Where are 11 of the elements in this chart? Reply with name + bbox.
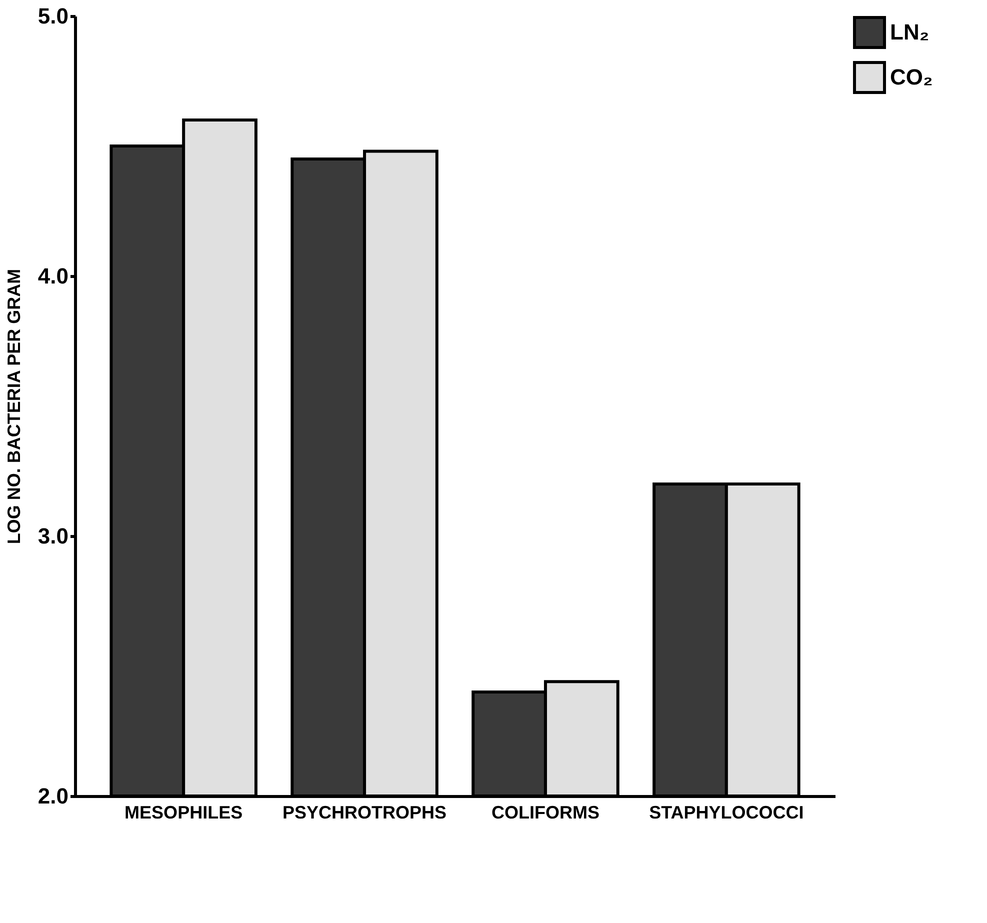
x-tick-label: MESOPHILES bbox=[124, 802, 243, 822]
x-tick-label: COLIFORMS bbox=[491, 802, 600, 822]
y-tick-label: 5.0 bbox=[38, 4, 68, 28]
y-tick-label: 3.0 bbox=[38, 524, 68, 548]
legend-label: LN₂ bbox=[890, 20, 930, 44]
y-axis-title: LOG NO. BACTERIA PER GRAM bbox=[4, 268, 24, 544]
y-tick-label: 2.0 bbox=[38, 784, 68, 808]
x-tick-label: PSYCHROTROPHS bbox=[282, 802, 447, 822]
legend-label: CO₂ bbox=[890, 64, 933, 90]
y-tick-label: 4.0 bbox=[38, 264, 68, 288]
x-tick-label: STAPHYLOCOCCI bbox=[649, 802, 804, 822]
